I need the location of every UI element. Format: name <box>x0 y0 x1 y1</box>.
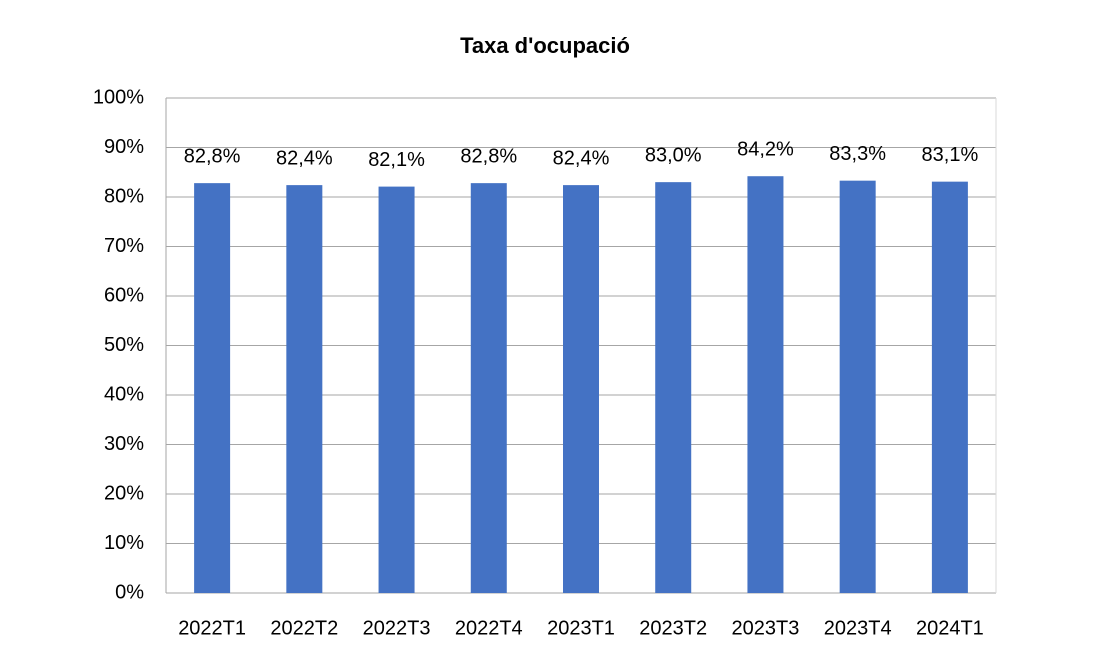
x-tick-label: 2024T1 <box>916 617 984 639</box>
value-label: 83,3% <box>829 143 886 165</box>
bar <box>747 176 784 593</box>
y-tick-label: 90% <box>104 136 144 158</box>
y-tick-label: 70% <box>104 235 144 257</box>
y-tick-label: 50% <box>104 334 144 356</box>
bar <box>839 180 876 594</box>
y-tick-label: 100% <box>93 86 144 108</box>
y-tick-label: 40% <box>104 383 144 405</box>
bar <box>378 186 415 594</box>
y-tick-label: 30% <box>104 433 144 455</box>
y-tick-label: 0% <box>115 581 144 603</box>
x-tick-label: 2023T1 <box>547 617 615 639</box>
x-tick-label: 2022T2 <box>270 617 338 639</box>
x-tick-label: 2023T4 <box>824 617 892 639</box>
value-label: 82,4% <box>553 147 610 169</box>
y-tick-label: 10% <box>104 532 144 554</box>
y-tick-label: 60% <box>104 284 144 306</box>
value-label: 82,1% <box>368 149 425 171</box>
bar <box>194 183 231 593</box>
bar <box>563 185 599 593</box>
value-label: 82,8% <box>184 145 241 167</box>
y-tick-label: 20% <box>104 482 144 504</box>
bar <box>655 182 692 593</box>
bar <box>931 181 968 593</box>
bar <box>470 183 507 593</box>
x-tick-label: 2023T2 <box>639 617 707 639</box>
bar <box>286 185 323 593</box>
chart-title: Taxa d'ocupació <box>460 33 630 58</box>
value-label: 83,1% <box>922 144 979 166</box>
value-label: 83,0% <box>645 144 702 166</box>
x-tick-label: 2022T3 <box>363 617 431 639</box>
x-tick-label: 2022T1 <box>178 617 246 639</box>
value-label: 82,8% <box>460 145 517 167</box>
value-label: 82,4% <box>276 147 333 169</box>
x-tick-label: 2022T4 <box>455 617 523 639</box>
x-tick-label: 2023T3 <box>732 617 800 639</box>
value-label: 84,2% <box>737 138 794 160</box>
y-tick-label: 80% <box>104 185 144 207</box>
